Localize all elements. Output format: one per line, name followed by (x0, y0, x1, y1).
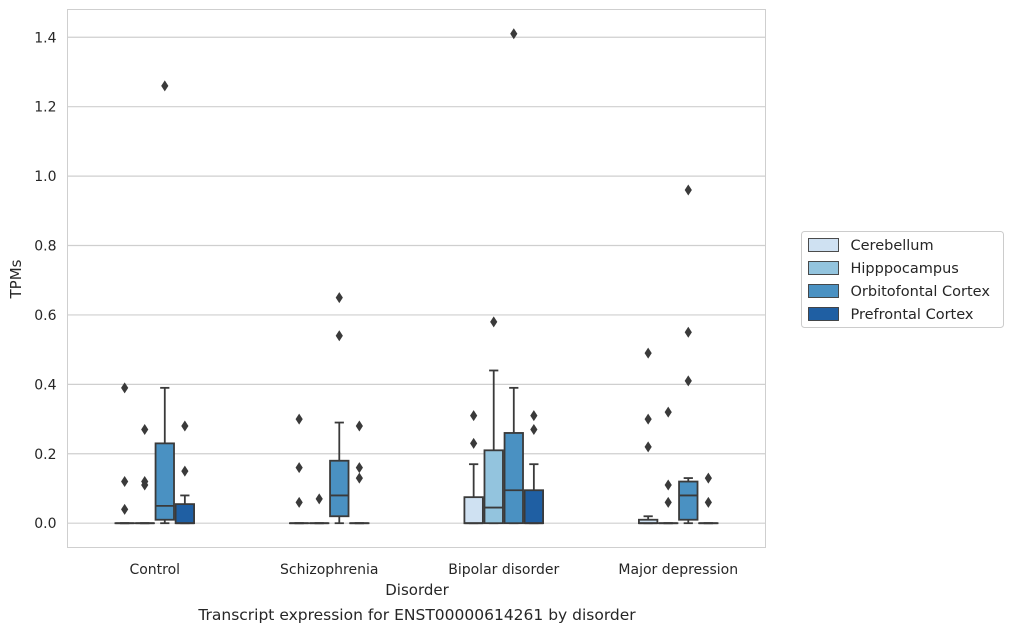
box-orbitofontal-cortex (154, 80, 175, 525)
y-tick-label: 0.4 (34, 377, 56, 393)
box (154, 442, 175, 521)
box-orbitofontal-cortex (503, 28, 524, 525)
outlier-point (121, 503, 129, 515)
outlier-point (295, 462, 303, 474)
outlier-point (684, 326, 692, 338)
outlier-point (704, 496, 712, 508)
box-cerebellum (463, 410, 484, 525)
box (483, 449, 504, 525)
box-cerebellum (114, 382, 135, 525)
outlier-point (644, 441, 652, 453)
x-tick-label: Control (129, 562, 180, 578)
box-prefrontal-cortex (174, 420, 195, 525)
box-prefrontal-cortex (349, 420, 370, 525)
box-hipppocampus (658, 406, 679, 525)
box (329, 459, 350, 518)
box (678, 480, 699, 521)
legend-label: Cerebellum (851, 238, 934, 254)
x-tick-label: Schizophrenia (280, 562, 378, 578)
gridlines (67, 36, 766, 524)
legend-item: Orbitofontal Cortex (808, 284, 991, 300)
legend-label: Hipppocampus (851, 261, 959, 277)
outlier-point (141, 423, 149, 435)
box (174, 503, 195, 525)
x-tick-labels: Control Schizophrenia Bipolar disorder Majo… (129, 562, 738, 578)
outlier-point (470, 410, 478, 422)
outlier-point (490, 316, 498, 328)
box (503, 432, 524, 525)
box (463, 496, 484, 525)
outlier-point (704, 472, 712, 484)
outlier-point (335, 330, 343, 342)
outlier-point (121, 382, 129, 394)
outlier-point (510, 28, 518, 40)
legend: Cerebellum Hipppocampus Orbitofontal Corte… (801, 231, 1004, 328)
outlier-point (315, 493, 323, 505)
legend-frame (801, 231, 1004, 328)
y-axis-label: TPMs (7, 259, 25, 299)
box-orbitofontal-cortex (329, 292, 350, 525)
box (523, 489, 544, 525)
outlier-point (530, 410, 538, 422)
y-tick-label: 1.0 (34, 169, 56, 185)
box-prefrontal-cortex (698, 472, 719, 525)
outlier-point (161, 80, 169, 92)
y-tick-labels: 0.0 0.2 0.4 0.6 0.8 1.0 1.2 1.4 (34, 30, 56, 532)
outlier-point (530, 423, 538, 435)
box-cerebellum (289, 413, 310, 525)
legend-swatch (808, 238, 839, 252)
outlier-point (181, 465, 189, 477)
box-orbitofontal-cortex (678, 184, 699, 525)
outlier-point (470, 437, 478, 449)
outlier-point (121, 476, 129, 488)
box-cerebellum (638, 347, 659, 525)
y-tick-label: 0.6 (34, 308, 56, 324)
legend-swatch (808, 284, 839, 298)
outlier-point (141, 476, 149, 488)
chart-caption: Transcript expression for ENST0000061426… (198, 606, 636, 624)
box-groups (114, 28, 719, 525)
legend-label: Prefrontal Cortex (851, 307, 974, 323)
x-tick-label: Major depression (618, 562, 738, 578)
outlier-point (355, 462, 363, 474)
y-tick-label: 0.2 (34, 447, 56, 463)
legend-swatch (808, 307, 839, 321)
x-tick-label: Bipolar disorder (448, 562, 559, 578)
box-hipppocampus (134, 423, 155, 525)
box-prefrontal-cortex (523, 410, 544, 525)
box-hipppocampus (309, 493, 330, 525)
outlier-point (295, 413, 303, 425)
outlier-point (684, 375, 692, 387)
box-hipppocampus (483, 316, 504, 525)
legend-item: Hipppocampus (808, 261, 959, 277)
legend-swatch (808, 261, 839, 275)
outlier-point (664, 479, 672, 491)
outlier-point (664, 496, 672, 508)
legend-label: Orbitofontal Cortex (851, 284, 991, 300)
x-axis-label: Disorder (385, 581, 449, 599)
outlier-point (664, 406, 672, 418)
y-tick-label: 1.2 (34, 100, 56, 116)
y-tick-label: 1.4 (34, 30, 56, 46)
outlier-point (644, 413, 652, 425)
y-tick-label: 0.0 (34, 516, 56, 532)
outlier-point (355, 420, 363, 432)
outlier-point (181, 420, 189, 432)
outlier-point (684, 184, 692, 196)
outlier-point (644, 347, 652, 359)
plot-frame (67, 9, 766, 548)
y-tick-label: 0.8 (34, 239, 56, 255)
outlier-point (355, 472, 363, 484)
outlier-point (295, 496, 303, 508)
legend-item: Cerebellum (808, 238, 934, 254)
outlier-point (335, 292, 343, 304)
legend-item: Prefrontal Cortex (808, 307, 974, 323)
